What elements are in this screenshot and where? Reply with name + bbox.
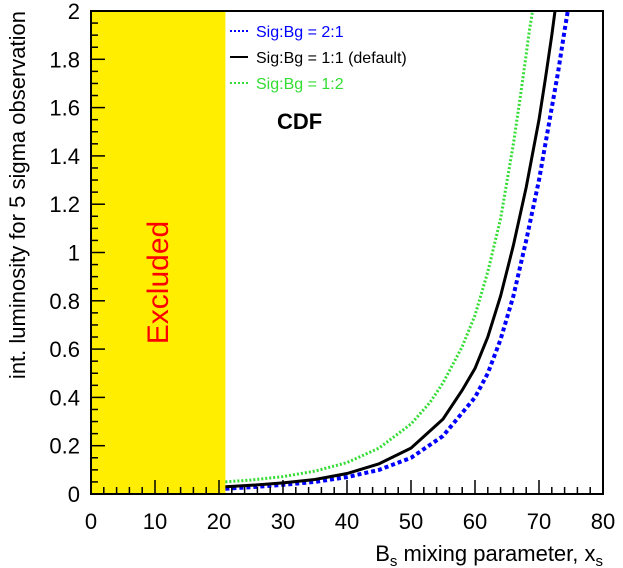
- cdf-annotation: CDF: [277, 109, 322, 134]
- x-tick-label: 70: [527, 509, 551, 534]
- excluded-region: [91, 11, 226, 494]
- series-line-1-2: [225, 11, 535, 484]
- y-tick-label: 0: [68, 482, 80, 507]
- y-tick-label: 0.2: [49, 434, 80, 459]
- y-tick-label: 2: [68, 0, 80, 24]
- x-tick-label: 0: [85, 509, 97, 534]
- x-axis-title: Bs mixing parameter, xs: [375, 541, 603, 568]
- x-tick-label: 30: [271, 509, 295, 534]
- legend: Sig:Bg = 2:1 Sig:Bg = 1:1 (default) Sig:…: [230, 24, 407, 93]
- x-tick-label: 60: [463, 509, 487, 534]
- y-tick-label: 1.2: [49, 192, 80, 217]
- y-tick-label: 1.4: [49, 144, 80, 169]
- y-tick-label: 1.6: [49, 96, 80, 121]
- series-line-1-1: [225, 11, 557, 489]
- x-tick-label: 50: [399, 509, 423, 534]
- y-tick-label: 0.4: [49, 385, 80, 410]
- x-axis-ticks: [90, 480, 604, 494]
- legend-label-1-2: Sig:Bg = 1:2: [256, 76, 344, 93]
- y-tick-labels: 0 0.2 0.4 0.6 0.8 1 1.2 1.4 1.6 1.8 2: [49, 0, 80, 507]
- x-tick-label: 80: [591, 509, 615, 534]
- x-tick-label: 40: [335, 509, 359, 534]
- y-tick-label: 0.8: [49, 289, 80, 314]
- series-line-2-1: [225, 11, 570, 491]
- legend-label-1-1: Sig:Bg = 1:1 (default): [256, 50, 407, 67]
- y-tick-label: 1: [68, 241, 80, 266]
- excluded-label: Excluded: [142, 221, 175, 344]
- y-axis-title: int. luminosity for 5 sigma observation: [5, 11, 30, 379]
- x-tick-label: 10: [143, 509, 167, 534]
- legend-label-2-1: Sig:Bg = 2:1: [256, 24, 344, 41]
- y-tick-label: 0.6: [49, 337, 80, 362]
- y-tick-label: 1.8: [49, 47, 80, 72]
- x-tick-label: 20: [207, 509, 231, 534]
- x-tick-labels: 0 10 20 30 40 50 60 70 80: [85, 509, 615, 534]
- y-axis-ticks: [91, 10, 105, 495]
